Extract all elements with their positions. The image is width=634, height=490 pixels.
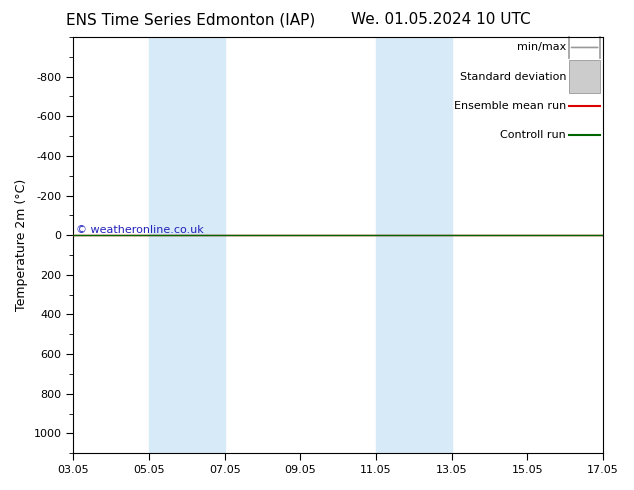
Text: min/max: min/max (517, 43, 566, 52)
Y-axis label: Temperature 2m (°C): Temperature 2m (°C) (15, 179, 28, 311)
Text: Controll run: Controll run (500, 130, 566, 140)
Text: We. 01.05.2024 10 UTC: We. 01.05.2024 10 UTC (351, 12, 531, 27)
Text: © weatheronline.co.uk: © weatheronline.co.uk (76, 225, 204, 235)
Bar (376, 37, 452, 453)
Text: Ensemble mean run: Ensemble mean run (454, 101, 566, 111)
Bar (569, 60, 600, 93)
Text: ENS Time Series Edmonton (IAP): ENS Time Series Edmonton (IAP) (65, 12, 315, 27)
Text: Standard deviation: Standard deviation (460, 72, 566, 81)
Bar (149, 37, 224, 453)
